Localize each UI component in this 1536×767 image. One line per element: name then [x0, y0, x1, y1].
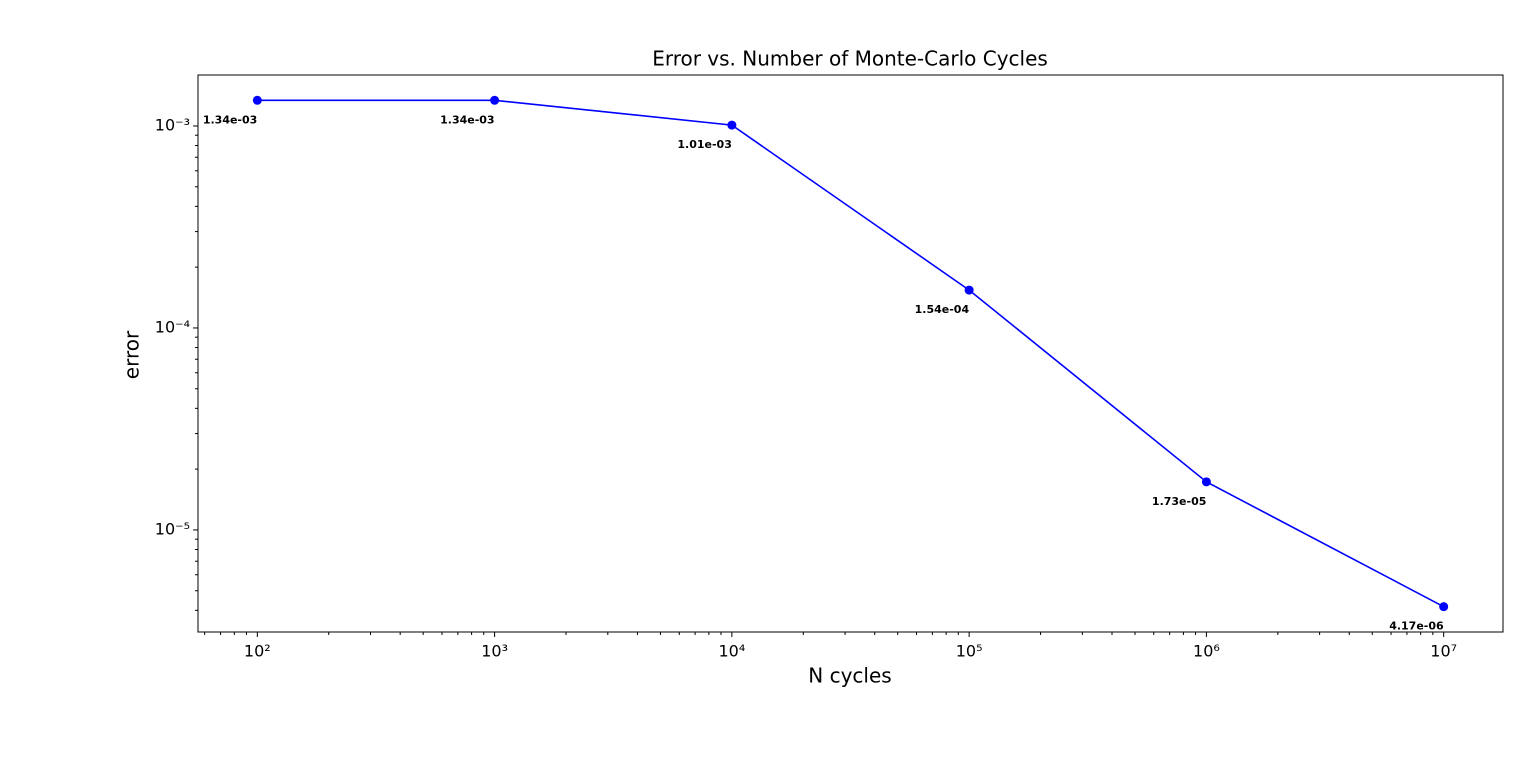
x-tick-label: 10²	[244, 642, 271, 661]
data-label: 1.01e-03	[677, 138, 731, 151]
x-tick-label: 10⁶	[1193, 642, 1220, 661]
data-point	[1439, 602, 1449, 612]
data-label: 1.54e-04	[915, 303, 970, 316]
data-label: 1.73e-05	[1152, 495, 1206, 508]
x-tick-label: 10⁴	[718, 642, 745, 661]
y-axis-label: error	[120, 330, 144, 379]
series-line	[257, 99, 1445, 608]
x-tick-label: 10⁵	[956, 642, 983, 661]
data-label: 1.34e-03	[203, 113, 257, 126]
data-point	[252, 95, 262, 105]
y-tick-label: 10⁻⁴	[155, 317, 190, 336]
y-tick-label: 10⁻⁵	[155, 519, 190, 538]
y-tick-label: 10⁻³	[155, 115, 190, 134]
x-tick-label: 10³	[481, 642, 508, 661]
chart-title: Error vs. Number of Monte-Carlo Cycles	[652, 47, 1048, 71]
x-axis-label: N cycles	[808, 664, 891, 688]
plot-frame	[197, 74, 1504, 633]
data-point	[490, 95, 500, 105]
data-point	[727, 120, 737, 130]
data-label: 4.17e-06	[1389, 620, 1444, 633]
x-tick-label: 10⁷	[1430, 642, 1457, 661]
data-point	[964, 285, 974, 295]
data-label: 1.34e-03	[440, 113, 494, 126]
data-point	[1201, 477, 1211, 487]
